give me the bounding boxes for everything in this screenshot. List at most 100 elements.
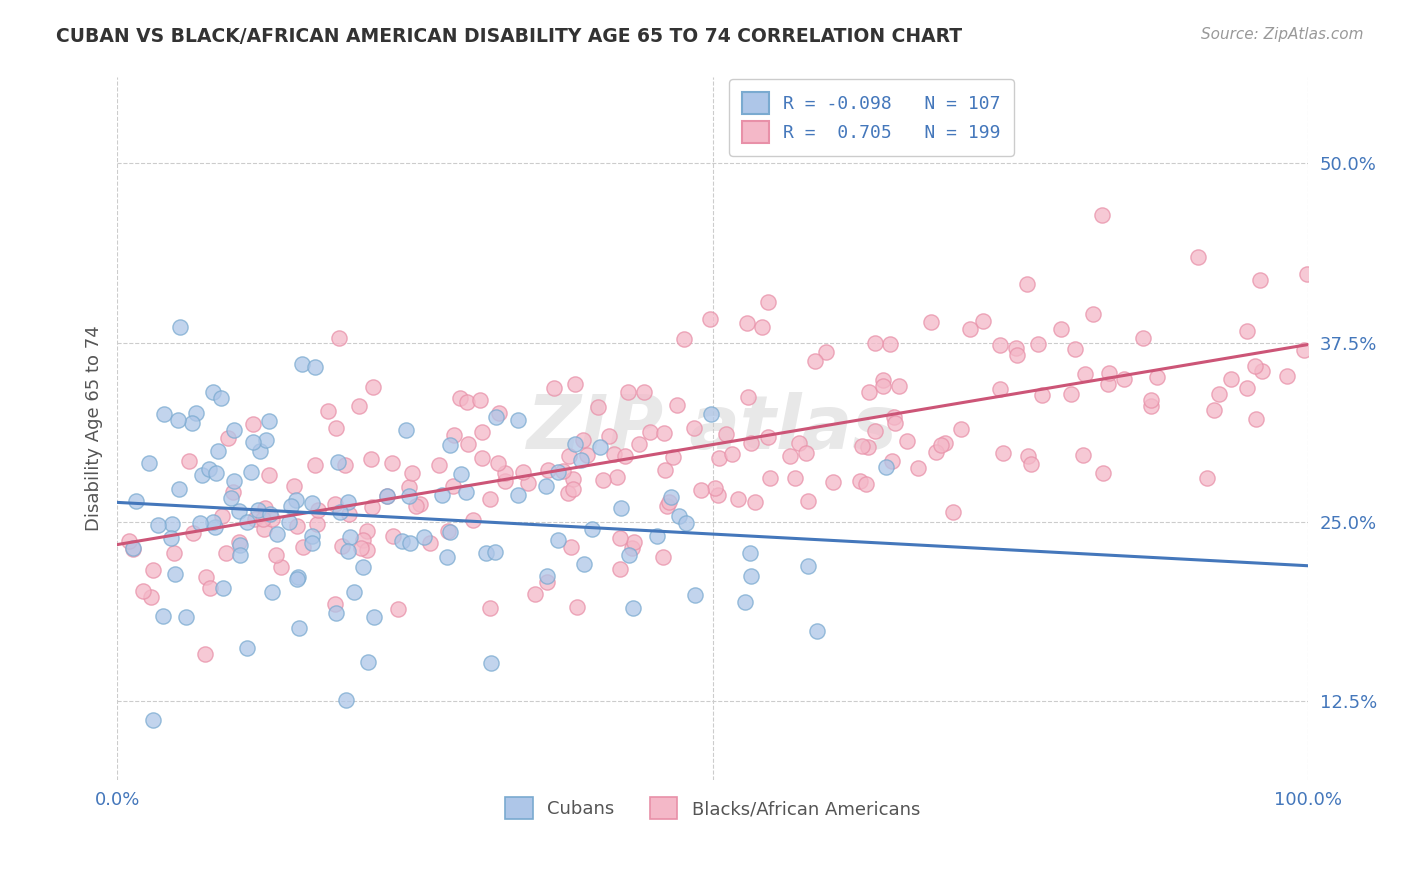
Point — [1017, 277, 1039, 292]
Point — [920, 315, 942, 329]
Point — [1208, 387, 1230, 401]
Point — [243, 512, 266, 526]
Point — [471, 425, 494, 439]
Point — [301, 496, 323, 510]
Point — [485, 410, 508, 425]
Point — [163, 547, 186, 561]
Point — [138, 456, 160, 470]
Point — [209, 391, 232, 405]
Point — [398, 489, 420, 503]
Point — [283, 479, 305, 493]
Point — [325, 420, 347, 434]
Point — [323, 497, 346, 511]
Point — [536, 574, 558, 589]
Point — [222, 484, 245, 499]
Point — [356, 543, 378, 558]
Point — [307, 502, 329, 516]
Point — [683, 588, 706, 602]
Point — [727, 492, 749, 507]
Point — [352, 533, 374, 548]
Point — [797, 558, 820, 573]
Point — [266, 526, 288, 541]
Point — [1219, 372, 1241, 386]
Point — [560, 541, 582, 555]
Point — [252, 512, 274, 526]
Point — [617, 548, 640, 562]
Point — [132, 583, 155, 598]
Point — [714, 426, 737, 441]
Point — [1195, 471, 1218, 485]
Point — [401, 466, 423, 480]
Point — [228, 535, 250, 549]
Point — [409, 497, 432, 511]
Point — [328, 331, 350, 345]
Point — [122, 542, 145, 557]
Point — [1275, 369, 1298, 384]
Point — [211, 509, 233, 524]
Point — [174, 610, 197, 624]
Point — [1236, 381, 1258, 395]
Point — [512, 465, 534, 479]
Point — [240, 465, 263, 479]
Point — [794, 446, 817, 460]
Point — [661, 490, 683, 504]
Point — [699, 407, 721, 421]
Point — [253, 500, 276, 515]
Point — [654, 463, 676, 477]
Point — [381, 456, 404, 470]
Point — [336, 494, 359, 508]
Point — [553, 465, 575, 479]
Point — [543, 381, 565, 395]
Point — [375, 489, 398, 503]
Point — [856, 440, 879, 454]
Point — [194, 570, 217, 584]
Point — [323, 598, 346, 612]
Point — [1091, 466, 1114, 480]
Point — [1244, 411, 1267, 425]
Point — [254, 434, 277, 448]
Point — [823, 475, 845, 489]
Point — [627, 436, 650, 450]
Point — [814, 344, 837, 359]
Point — [1250, 364, 1272, 378]
Point — [159, 531, 181, 545]
Point — [586, 400, 609, 414]
Point — [806, 624, 828, 638]
Point — [508, 413, 530, 427]
Point — [207, 444, 229, 458]
Point — [347, 399, 370, 413]
Point — [198, 581, 221, 595]
Point — [609, 562, 631, 576]
Point — [598, 428, 620, 442]
Point — [387, 601, 409, 615]
Point — [785, 471, 807, 485]
Point — [222, 474, 245, 488]
Point — [592, 473, 614, 487]
Point — [479, 601, 502, 615]
Point — [142, 713, 165, 727]
Point — [475, 546, 498, 560]
Point — [638, 425, 661, 439]
Point — [665, 399, 688, 413]
Point — [562, 472, 585, 486]
Point — [468, 392, 491, 407]
Point — [855, 477, 877, 491]
Point — [1091, 208, 1114, 222]
Text: CUBAN VS BLACK/AFRICAN AMERICAN DISABILITY AGE 65 TO 74 CORRELATION CHART: CUBAN VS BLACK/AFRICAN AMERICAN DISABILI… — [56, 27, 962, 45]
Point — [186, 406, 208, 420]
Point — [260, 512, 283, 526]
Point — [247, 502, 270, 516]
Point — [194, 647, 217, 661]
Point — [439, 438, 461, 452]
Point — [242, 435, 264, 450]
Point — [262, 585, 284, 599]
Legend: Cubans, Blacks/African Americans: Cubans, Blacks/African Americans — [491, 783, 935, 834]
Point — [181, 525, 204, 540]
Point — [449, 391, 471, 405]
Point — [1074, 367, 1097, 381]
Point — [1031, 387, 1053, 401]
Point — [872, 379, 894, 393]
Point — [657, 499, 679, 513]
Point — [204, 520, 226, 534]
Point — [652, 426, 675, 441]
